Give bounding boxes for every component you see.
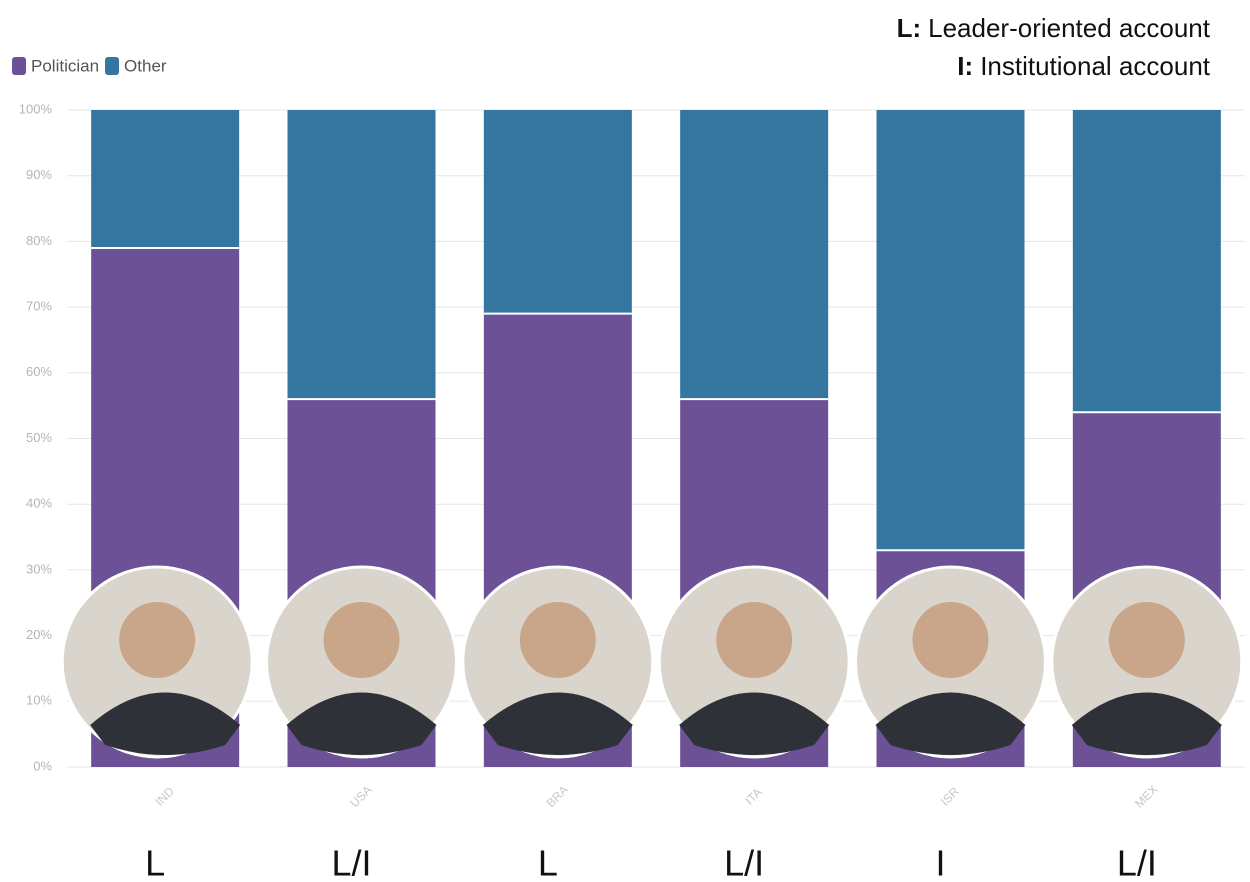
legend-label: Other bbox=[124, 56, 167, 75]
y-tick-label: 50% bbox=[26, 430, 52, 445]
y-tick-label: 100% bbox=[19, 101, 53, 116]
x-tick-label: ISR bbox=[938, 784, 962, 808]
bar-segment bbox=[1072, 110, 1221, 413]
annotation-text: Leader-oriented account bbox=[928, 13, 1211, 43]
annotation: L: Leader-oriented account bbox=[897, 13, 1211, 43]
leader-photo-body bbox=[679, 692, 830, 755]
leader-photo-body bbox=[286, 692, 437, 755]
y-tick-label: 60% bbox=[26, 364, 52, 379]
x-tick-label: MEX bbox=[1132, 782, 1160, 810]
bar-segment bbox=[287, 110, 436, 400]
account-type: L/I bbox=[724, 843, 764, 882]
leader-photo-face bbox=[1108, 602, 1185, 678]
leader-photo-body bbox=[875, 692, 1026, 755]
bar-segment bbox=[876, 110, 1025, 551]
y-tick-label: 70% bbox=[26, 299, 52, 314]
account-type: L bbox=[145, 843, 165, 882]
leader-photo-body bbox=[90, 692, 241, 755]
y-tick-label: 80% bbox=[26, 233, 52, 248]
x-tick-label: USA bbox=[347, 783, 374, 810]
account-type: L/I bbox=[1117, 843, 1157, 882]
y-tick-label: 40% bbox=[26, 496, 52, 511]
x-tick-label: IND bbox=[152, 784, 177, 809]
leader-photo-face bbox=[119, 602, 196, 678]
y-tick-label: 20% bbox=[26, 627, 52, 642]
y-tick-label: 30% bbox=[26, 561, 52, 576]
bar-segment bbox=[483, 110, 632, 314]
legend-swatch bbox=[105, 57, 120, 75]
y-tick-label: 90% bbox=[26, 167, 52, 182]
y-tick-label: 0% bbox=[33, 758, 52, 773]
leader-photo-body bbox=[1071, 692, 1222, 755]
account-type: I bbox=[935, 843, 945, 882]
x-tick-label: BRA bbox=[544, 783, 571, 810]
account-type: L/I bbox=[331, 843, 371, 882]
legend-label: Politician bbox=[31, 56, 99, 75]
legend-swatch bbox=[12, 57, 26, 75]
account-type: L bbox=[538, 843, 558, 882]
leader-photo-face bbox=[716, 602, 793, 678]
leader-photo-body bbox=[482, 692, 633, 755]
annotation-text: Institutional account bbox=[980, 51, 1211, 81]
leader-photo-face bbox=[912, 602, 989, 678]
x-tick-label: ITA bbox=[742, 785, 764, 807]
leader-photo-face bbox=[519, 602, 596, 678]
y-tick-label: 10% bbox=[26, 693, 52, 708]
bar-segment bbox=[91, 110, 240, 248]
annotation-key: L: bbox=[897, 13, 922, 43]
leader-photo-face bbox=[323, 602, 400, 678]
annotation: I: Institutional account bbox=[957, 51, 1210, 81]
bar-segment bbox=[680, 110, 829, 400]
annotation-key: I: bbox=[957, 51, 973, 81]
